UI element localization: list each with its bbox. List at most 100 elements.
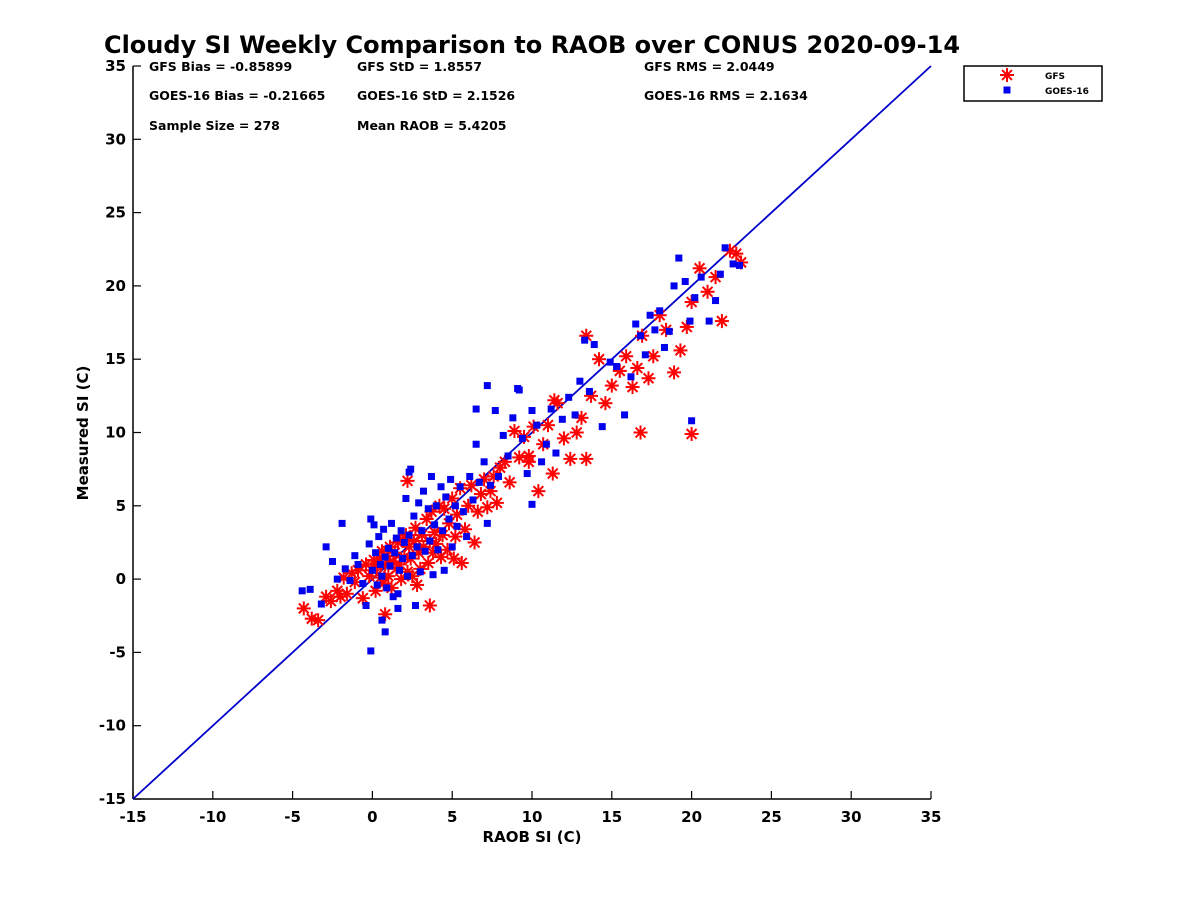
gfs-point bbox=[714, 314, 729, 329]
gfs-point bbox=[574, 410, 589, 425]
goes-16-point bbox=[362, 601, 370, 609]
gfs-point bbox=[489, 495, 504, 510]
goes-16-point bbox=[373, 581, 381, 589]
x-tick-label: 10 bbox=[522, 808, 543, 826]
y-tick-label: -15 bbox=[99, 790, 126, 808]
goes-16-point bbox=[518, 434, 526, 442]
gfs-point bbox=[556, 431, 571, 446]
goes-16-point bbox=[388, 519, 396, 527]
goes-16-point bbox=[375, 533, 383, 541]
goes-16-point bbox=[359, 579, 367, 587]
mean-raob-stat: Mean RAOB = 5.4205 bbox=[357, 118, 507, 133]
goes-16-point bbox=[341, 565, 349, 573]
x-tick-label: 30 bbox=[841, 808, 862, 826]
gfs-point bbox=[598, 396, 613, 411]
x-tick-label: 15 bbox=[601, 808, 622, 826]
x-tick-label: -5 bbox=[284, 808, 301, 826]
data-points bbox=[296, 243, 749, 655]
goes-16-point bbox=[691, 294, 699, 302]
legend-goes-marker bbox=[1003, 86, 1011, 94]
goes-16-point bbox=[367, 647, 375, 655]
chart-title: Cloudy SI Weekly Comparison to RAOB over… bbox=[103, 31, 961, 59]
goes-16-point bbox=[386, 562, 394, 570]
goes-16-point bbox=[459, 508, 467, 516]
x-tick-label: -15 bbox=[119, 808, 146, 826]
goes-16-point bbox=[542, 440, 550, 448]
goes-16-point bbox=[538, 458, 546, 466]
goes-16-point bbox=[466, 472, 474, 480]
gfs-point bbox=[408, 520, 423, 535]
gfs-point bbox=[531, 484, 546, 499]
goes-16-point bbox=[686, 317, 694, 325]
goes-16-point bbox=[509, 414, 517, 422]
axes: -15 -10 -5 0 5 10 15 20 25 30 35 -15 -10 -5 0 5 10 15 20 25… bbox=[99, 57, 942, 826]
legend-gfs-asterisk bbox=[1000, 68, 1014, 82]
gfs-point bbox=[339, 586, 354, 601]
gfs-point bbox=[507, 424, 522, 439]
goes-16-point bbox=[410, 512, 418, 520]
goes-16-point bbox=[416, 568, 424, 576]
gfs-point bbox=[700, 284, 715, 299]
goes-16-point bbox=[429, 571, 437, 579]
goes-16-point bbox=[547, 405, 555, 413]
goes-16-point bbox=[491, 407, 499, 415]
goes-16-point bbox=[472, 440, 480, 448]
gfs-point bbox=[592, 352, 607, 367]
y-tick-label: -10 bbox=[99, 717, 126, 735]
goes-16-point bbox=[675, 254, 683, 262]
gfs-point bbox=[410, 577, 425, 592]
x-tick-label: 5 bbox=[447, 808, 457, 826]
goes-16-point bbox=[523, 470, 531, 478]
goes-16-point bbox=[411, 601, 419, 609]
goes-16-point bbox=[415, 499, 423, 507]
goes-16-point bbox=[453, 522, 461, 530]
goes-16-point bbox=[447, 475, 455, 483]
goes-16-point bbox=[368, 566, 376, 574]
gfs-point bbox=[545, 466, 560, 481]
goes-16-point bbox=[413, 543, 421, 551]
legend-goes-label: GOES-16 bbox=[1045, 87, 1089, 97]
y-tick-label: 20 bbox=[105, 277, 126, 295]
goes-16-point bbox=[606, 358, 614, 366]
gfs-point bbox=[547, 393, 562, 408]
goes-16-point bbox=[333, 575, 341, 583]
goes-16-point bbox=[721, 244, 729, 252]
goes-16-point bbox=[351, 552, 359, 560]
goes-16-point bbox=[396, 566, 404, 574]
goes-16-point bbox=[329, 558, 336, 566]
goes-16-point bbox=[558, 415, 566, 423]
gfs-point bbox=[569, 425, 584, 440]
goes-16-point bbox=[437, 483, 445, 491]
legend-goes-square bbox=[1003, 86, 1011, 94]
gfs-point bbox=[448, 529, 463, 544]
goes-16-point bbox=[598, 423, 606, 431]
goes-16-point bbox=[402, 494, 410, 502]
goes-16-point bbox=[660, 343, 668, 351]
goes-16-point bbox=[469, 496, 477, 504]
goes-16-point bbox=[298, 587, 306, 595]
gfs-point bbox=[454, 555, 469, 570]
gfs-point bbox=[446, 551, 461, 566]
goes-16-point bbox=[483, 519, 491, 527]
goes-16-point bbox=[515, 386, 523, 394]
goes-16-point bbox=[463, 533, 471, 541]
goes-16-point bbox=[533, 421, 541, 429]
goes-16-point bbox=[405, 468, 413, 476]
goes-16-point bbox=[394, 604, 402, 612]
goes-16-point bbox=[641, 351, 649, 359]
goes-16-point bbox=[571, 411, 579, 419]
goes-16-point bbox=[681, 278, 689, 286]
goes-16-point bbox=[637, 332, 645, 340]
goes-16-point bbox=[391, 549, 399, 557]
gfs-point bbox=[641, 371, 656, 386]
sample-size-stat: Sample Size = 278 bbox=[149, 118, 280, 133]
gfs-point bbox=[667, 365, 682, 380]
x-tick-label: 25 bbox=[761, 808, 782, 826]
gfs-point bbox=[692, 261, 707, 276]
y-tick-label: -5 bbox=[109, 643, 126, 661]
gfs-point bbox=[421, 555, 436, 570]
y-axis-label: Measured SI (C) bbox=[74, 366, 92, 501]
legend: GFS GOES-16 bbox=[963, 65, 1103, 102]
goes-16-point bbox=[528, 407, 536, 415]
